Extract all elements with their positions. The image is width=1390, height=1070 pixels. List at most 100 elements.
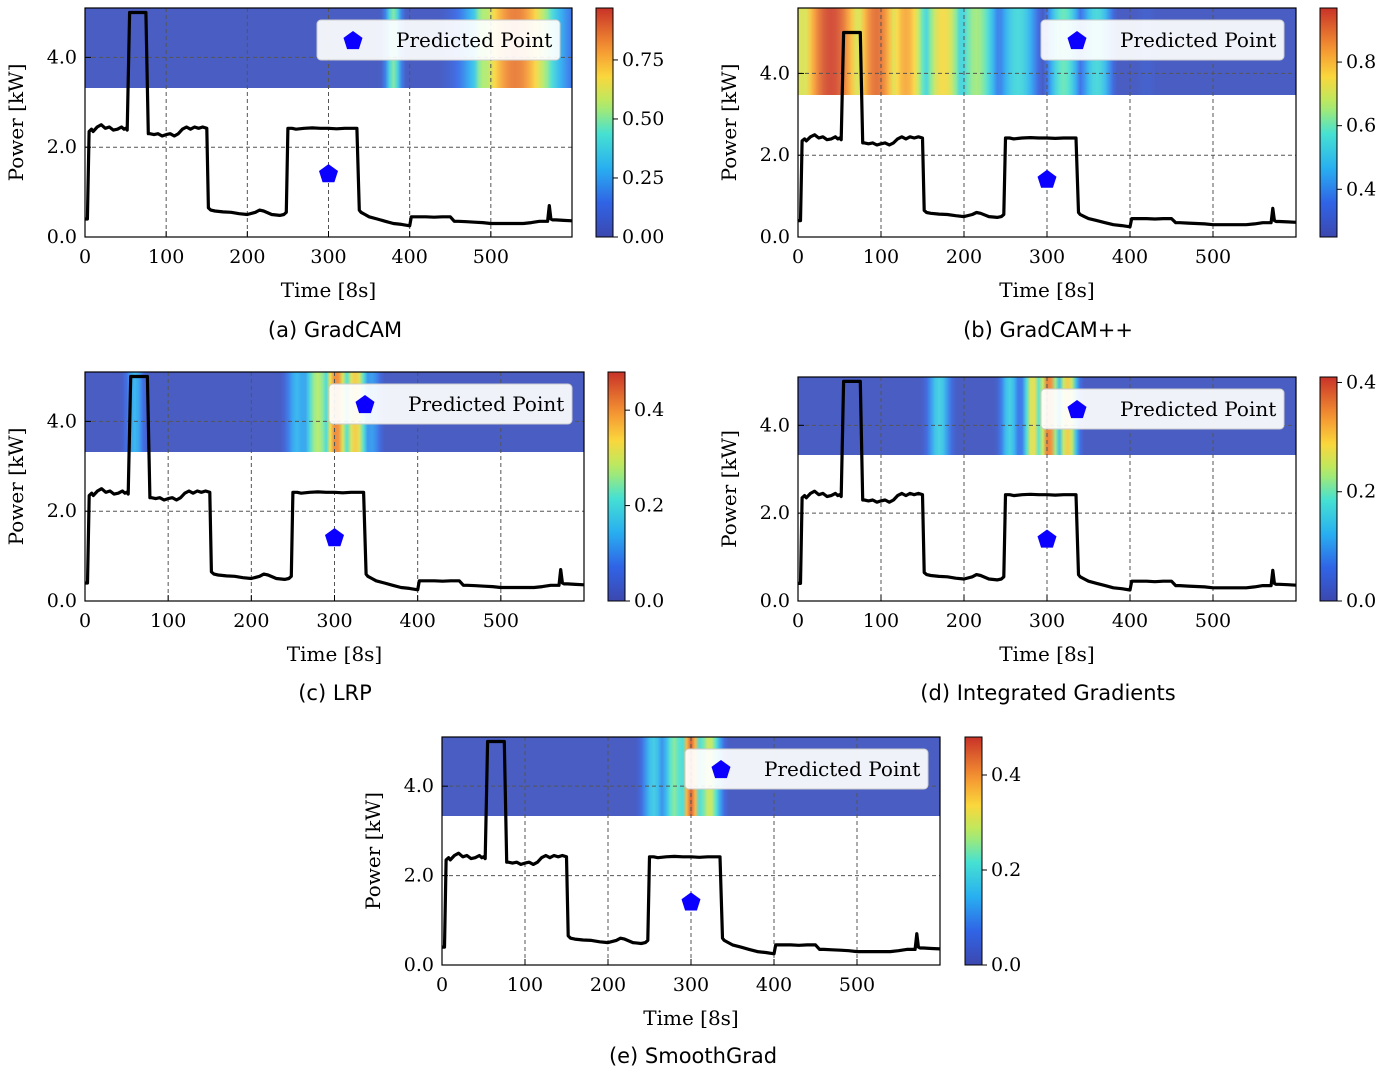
x-tick-label: 500 [483,610,519,632]
legend: Predicted Point [316,19,561,61]
colorbar-fill [595,7,614,238]
x-tick-label: 400 [1112,610,1148,632]
y-axis-label: Power [kW] [361,792,385,910]
chart-panel-a: 0 100 200 300 400 500 0.0 2.0 4.0 Time [8s] Power … [4,7,664,302]
x-axis-label: Time [8s] [643,1006,739,1030]
x-axis-label: Time [8s] [999,642,1095,666]
legend-box [328,383,573,425]
colorbar-tick-label: 0.0 [991,954,1021,976]
predicted-point-marker [325,528,344,547]
y-tick-label: 4.0 [47,46,77,68]
legend-marker [355,395,375,414]
colorbar-fill [607,371,626,602]
colorbar-tick-label: 0.0 [1346,590,1376,612]
y-tick-label: 2.0 [404,865,434,887]
x-tick-label: 500 [1195,610,1231,632]
x-tick-label: 500 [839,974,875,996]
caption-d: (d) Integrated Gradients [920,681,1175,705]
x-tick-label: 400 [1112,246,1148,268]
legend-label: Predicted Point [408,392,564,416]
colorbar-tick-label: 0.0 [634,590,664,612]
power-series-line [85,374,585,592]
colorbar-fill [1319,7,1338,238]
x-tick-label: 0 [79,610,91,632]
predicted-point-marker [681,892,701,911]
y-tick-label: 2.0 [47,500,77,522]
x-tick-label: 100 [148,246,184,268]
legend-label: Predicted Point [1120,28,1276,52]
power-series-line [442,739,941,956]
legend: Predicted Point [328,383,573,425]
colorbar-tick-label: 0.4 [1346,178,1376,200]
colorbar: 0.4 0.6 0.8 [1319,7,1376,238]
y-tick-label: 0.0 [760,590,790,612]
legend-marker [711,760,731,779]
x-axis-label: Time [8s] [287,642,383,666]
y-tick-label: 0.0 [404,954,434,976]
x-tick-label: 500 [473,246,509,268]
x-tick-label: 300 [316,610,352,632]
caption-a: (a) GradCAM [268,318,402,342]
legend-marker [343,31,363,50]
y-axis-label: Power [kW] [4,64,28,182]
caption-e: (e) SmoothGrad [609,1044,777,1068]
x-tick-label: 0 [792,246,804,268]
y-tick-label: 4.0 [404,775,434,797]
x-tick-label: 500 [1195,246,1231,268]
legend-box [684,748,929,790]
y-tick-label: 4.0 [760,62,790,84]
colorbar-tick-label: 0.75 [622,49,664,71]
legend: Predicted Point [1040,388,1285,430]
legend-box [316,19,561,61]
x-tick-label: 200 [946,610,982,632]
colorbar-tick-label: 0.25 [622,167,664,189]
colorbar: 0.0 0.2 0.4 [1319,371,1376,612]
predicted-point-marker [1037,169,1057,188]
x-tick-label: 0 [79,246,91,268]
x-tick-label: 400 [392,246,428,268]
colorbar-tick-label: 0.00 [622,226,664,248]
colorbar-tick-label: 0.50 [622,108,664,130]
x-axis-label: Time [8s] [281,278,377,302]
legend: Predicted Point [1040,19,1285,61]
chart-panel-b: 0 100 200 300 400 500 0.0 2.0 4.0 Time [8s] Power … [717,7,1376,302]
x-tick-label: 100 [863,610,899,632]
y-tick-label: 2.0 [760,502,790,524]
caption-b: (b) GradCAM++ [963,318,1133,342]
x-tick-label: 300 [673,974,709,996]
legend-label: Predicted Point [1120,397,1276,421]
colorbar-tick-label: 0.8 [1346,51,1376,73]
x-tick-label: 0 [436,974,448,996]
colorbar-tick-label: 0.2 [634,495,664,517]
x-tick-label: 100 [507,974,543,996]
y-tick-label: 0.0 [47,590,77,612]
x-tick-label: 200 [946,246,982,268]
y-axis-label: Power [kW] [717,430,741,548]
y-tick-label: 0.0 [760,226,790,248]
predicted-point-marker [319,164,338,183]
colorbar-tick-label: 0.4 [1346,371,1376,393]
x-tick-label: 300 [1029,610,1065,632]
x-tick-label: 200 [590,974,626,996]
legend: Predicted Point [684,748,929,790]
colorbar: 0.0 0.2 0.4 [607,371,664,612]
legend-box [1040,19,1285,61]
y-tick-label: 4.0 [760,414,790,436]
colorbar-tick-label: 0.6 [1346,115,1376,137]
colorbar-tick-label: 0.4 [991,764,1021,786]
predicted-point-marker [1037,529,1057,548]
x-tick-label: 100 [863,246,899,268]
caption-c: (c) LRP [298,681,372,705]
chart-panel-e: 0 100 200 300 400 500 0.0 2.0 4.0 Time [8s] Power … [361,736,1021,1030]
x-tick-label: 400 [756,974,792,996]
power-series-line [85,10,573,228]
legend-marker [1067,31,1087,50]
y-axis-label: Power [kW] [717,64,741,182]
chart-panel-c: 0 100 200 300 400 500 0.0 2.0 4.0 Time [8s] Power … [4,371,664,666]
legend-box [1040,388,1285,430]
colorbar-tick-label: 0.2 [1346,481,1376,503]
chart-panel-d: 0 100 200 300 400 500 0.0 2.0 4.0 Time [8s] Power … [717,371,1376,666]
y-axis-label: Power [kW] [4,428,28,546]
y-tick-label: 2.0 [47,136,77,158]
